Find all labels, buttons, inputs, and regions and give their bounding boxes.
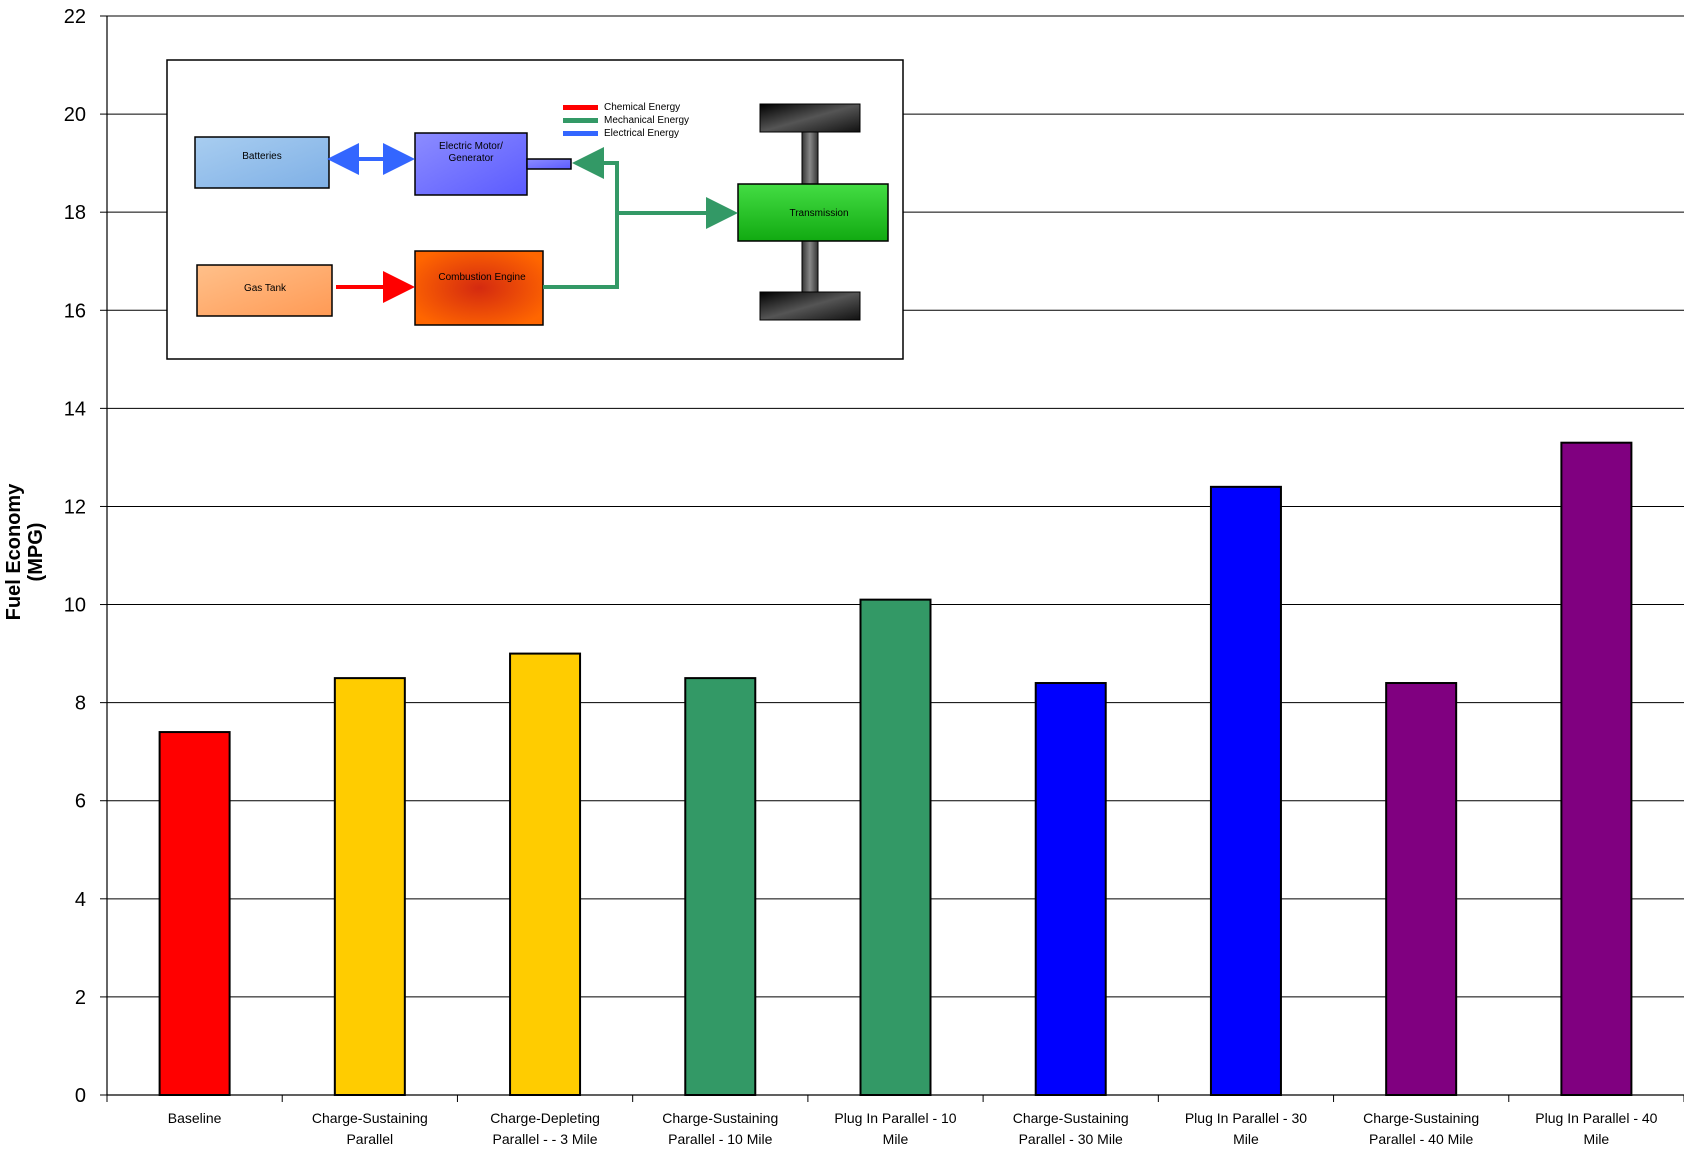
legend-swatch-chemical [563,105,598,110]
x-tick-label: Charge-Sustaining [1013,1110,1129,1126]
engine-label: Combustion Engine [438,272,526,283]
mechanical-path-motor [543,147,619,289]
gas-tank-label: Gas Tank [244,283,287,294]
engine-box [414,250,544,326]
motor-label-line2: Generator [448,153,494,164]
x-tick-label: Plug In Parallel - 10 [834,1110,956,1126]
bar [1209,485,1282,1096]
x-tick-label: Charge-Sustaining [662,1110,778,1126]
bar [859,598,932,1097]
y-axis-ticks: 0 2 4 6 8 10 12 14 16 18 20 22 [64,6,107,1107]
y-tick-label: 0 [75,1085,86,1107]
batteries-label: Batteries [242,151,281,162]
x-tick-label: Parallel [346,1131,393,1147]
bar [1560,441,1633,1097]
rear-axle [801,239,819,293]
transmission-box [737,183,889,242]
bar [684,677,757,1096]
batteries-box [194,136,330,189]
y-tick-label: 20 [64,104,86,126]
y-tick-label: 16 [64,300,86,322]
x-axis-labels: Baseline Charge-Sustaining Parallel Charge-… [168,1110,1658,1147]
x-tick-label: Parallel - 10 Mile [668,1131,772,1147]
x-tick-label: Charge-Depleting [490,1110,600,1126]
x-tick-label: Mile [1584,1131,1610,1147]
motor-box [414,132,528,196]
bar [1034,682,1107,1096]
x-tick-label: Parallel - 40 Mile [1369,1131,1473,1147]
x-tick-label: Plug In Parallel - 30 [1185,1110,1307,1126]
y-tick-label: 2 [75,987,86,1009]
transmission-label: Transmission [789,208,848,219]
gas-tank-box [196,264,333,317]
x-tick-label: Baseline [168,1110,222,1126]
x-tick-label: Parallel - 30 Mile [1019,1131,1123,1147]
rear-wheel [759,291,861,321]
y-tick-label: 10 [64,595,86,617]
x-tick-label: Charge-Sustaining [1363,1110,1479,1126]
front-wheel [759,103,861,133]
inset-diagram: Batteries Electric Motor/ Generator Gas … [166,59,904,360]
y-tick-label: 12 [64,496,86,518]
legend-swatch-electrical [563,131,598,136]
y-tick-label: 14 [64,398,86,420]
legend-label-electrical: Electrical Energy [604,128,679,139]
axes [106,16,1684,1102]
bars [158,441,1633,1097]
x-tick-label: Charge-Sustaining [312,1110,428,1126]
y-tick-label: 4 [75,889,86,911]
x-tick-label: Parallel - - 3 Mile [493,1131,598,1147]
bar [333,677,406,1096]
x-tick-label: Mile [1233,1131,1259,1147]
motor-label-line1: Electric Motor/ [439,141,503,152]
y-tick-label: 22 [64,6,86,28]
bar [509,652,582,1096]
motor-shaft [526,158,572,170]
legend-swatch-mechanical [563,118,598,123]
bar [1385,682,1458,1096]
legend-label-mechanical: Mechanical Energy [604,115,689,126]
legend-label-chemical: Chemical Energy [604,102,680,113]
y-tick-label: 6 [75,791,86,813]
y-tick-label: 8 [75,693,86,715]
bar [158,731,231,1097]
energy-legend: Chemical Energy Mechanical Energy Electr… [563,102,689,139]
x-tick-label: Mile [883,1131,909,1147]
x-tick-label: Plug In Parallel - 40 [1535,1110,1657,1126]
y-tick-label: 18 [64,202,86,224]
front-axle [801,131,819,185]
